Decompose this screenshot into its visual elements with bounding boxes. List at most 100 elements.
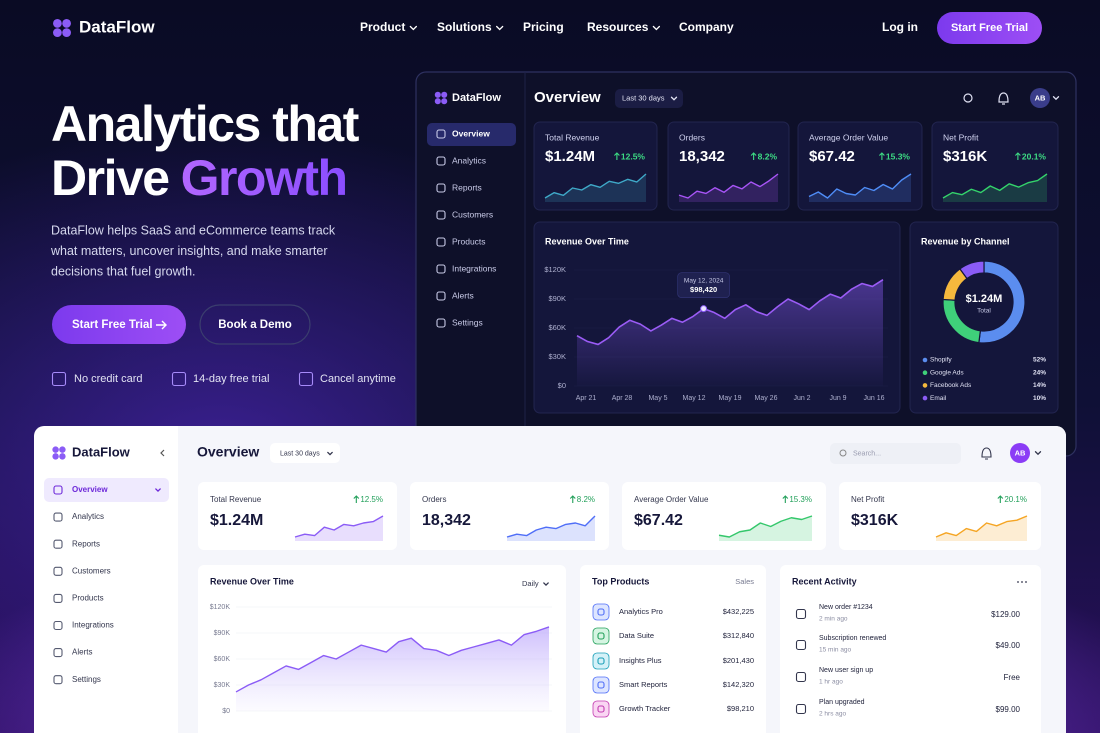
menu-item[interactable]: Overview (72, 485, 108, 494)
up-arrow (782, 495, 789, 503)
button-label: Book a Demo (218, 319, 292, 331)
logo-dot (53, 19, 62, 28)
legend-swatch (922, 357, 928, 363)
kpi-card (622, 482, 826, 550)
avatar-initials: AB (1015, 448, 1026, 457)
bell-icon[interactable] (981, 447, 992, 460)
kpi-change: 12.5% (621, 151, 646, 161)
chart-card (909, 221, 1059, 414)
search-icon[interactable] (963, 93, 973, 103)
y-tick-label: $120K (544, 265, 566, 274)
more-icon[interactable] (1017, 581, 1019, 583)
nav-link[interactable]: Company (679, 20, 734, 34)
icon (795, 671, 807, 683)
icon (597, 705, 605, 713)
kpi-change: 8.2% (758, 151, 778, 161)
menu-item[interactable]: Analytics (72, 512, 104, 521)
collapse-icon[interactable] (160, 449, 165, 457)
menu-item[interactable]: Overview (452, 128, 490, 138)
range-label: Last 30 days (622, 93, 665, 102)
menu-item[interactable]: Products (452, 236, 486, 246)
kpi-value: $67.42 (634, 512, 683, 529)
menu-item[interactable]: Settings (452, 317, 483, 327)
menu-item[interactable]: Customers (72, 566, 111, 575)
kpi-value: $67.42 (809, 148, 855, 165)
search-icon (839, 449, 847, 457)
icon (51, 371, 67, 387)
avatar-initials: AB (1035, 93, 1046, 102)
legend-label: Facebook Ads (930, 382, 972, 389)
search-box[interactable] (830, 443, 961, 464)
logo-dot (62, 28, 71, 37)
icon (53, 512, 63, 522)
avatar[interactable] (1010, 443, 1030, 463)
y-tick-label: $0 (558, 381, 566, 390)
more-icon[interactable] (1021, 581, 1023, 583)
more-icon[interactable] (1025, 581, 1027, 583)
activity-amount: $129.00 (991, 610, 1020, 619)
line (294, 515, 384, 538)
icon (436, 291, 446, 301)
logo-dot (52, 446, 59, 453)
cta-button[interactable] (937, 12, 1042, 44)
card-title: Recent Activity (792, 576, 857, 586)
menu-item[interactable]: Alerts (452, 290, 474, 300)
icon (53, 593, 63, 603)
hero-description: decisions that fuel growth. (51, 264, 196, 278)
x-tick-label: Apr 21 (576, 395, 597, 402)
icon (795, 703, 807, 715)
range-picker[interactable] (270, 443, 340, 463)
product-sales: $201,430 (723, 656, 754, 665)
bell-icon[interactable] (998, 92, 1009, 105)
avatar[interactable] (1030, 88, 1050, 108)
nav-link[interactable]: Product (360, 20, 405, 34)
menu-item[interactable]: Customers (452, 209, 493, 219)
kpi-change: 20.1% (1004, 495, 1027, 504)
kpi-value: 18,342 (679, 148, 725, 165)
product-name: Smart Reports (619, 680, 668, 689)
product-name: Analytics Pro (619, 607, 663, 616)
nav-link[interactable]: Pricing (523, 20, 564, 34)
period-select[interactable]: Daily (522, 579, 539, 588)
area (943, 174, 1047, 202)
line (718, 515, 813, 538)
menu-item[interactable]: Settings (72, 675, 101, 684)
nav-link[interactable]: Resources (587, 20, 649, 34)
up-arrow (879, 152, 885, 160)
primary-button[interactable] (52, 305, 186, 344)
up-arrow (353, 495, 360, 503)
card-title: Top Products (592, 576, 649, 586)
product-name: Growth Tracker (619, 704, 671, 713)
x-tick-label: May 12 (683, 395, 706, 402)
kpi-card (839, 482, 1041, 550)
kpi-label: Orders (679, 132, 705, 142)
table-card (580, 565, 766, 733)
activity-amount: $99.00 (996, 705, 1021, 714)
legend-value: 14% (1033, 382, 1046, 389)
menu-item[interactable]: Reports (72, 539, 100, 548)
range-picker[interactable] (615, 89, 683, 108)
menu-item[interactable]: Products (72, 594, 104, 603)
secondary-button[interactable] (199, 304, 311, 345)
login-link[interactable]: Log in (882, 20, 918, 34)
area (545, 174, 646, 202)
logo-dot (53, 28, 62, 37)
legend-swatch (922, 383, 928, 388)
menu-item[interactable]: Analytics (452, 155, 486, 165)
y-tick-label: $60K (214, 656, 231, 663)
icon (53, 485, 63, 495)
legend-label: Shopify (930, 357, 952, 364)
menu-item[interactable]: Integrations (72, 621, 114, 630)
kpi-change: 15.3% (789, 495, 812, 504)
icon (436, 156, 446, 166)
menu-item[interactable]: Reports (452, 182, 482, 192)
arrow-icon (156, 320, 167, 330)
menu-item[interactable]: Alerts (72, 648, 92, 657)
logo-dot (434, 98, 441, 105)
nav-link[interactable]: Solutions (437, 20, 492, 34)
line (544, 173, 647, 199)
menu-item[interactable]: Integrations (452, 263, 496, 273)
up-arrow (997, 495, 1004, 503)
chevron (652, 25, 661, 31)
hero-highlight: Growth (181, 150, 347, 206)
